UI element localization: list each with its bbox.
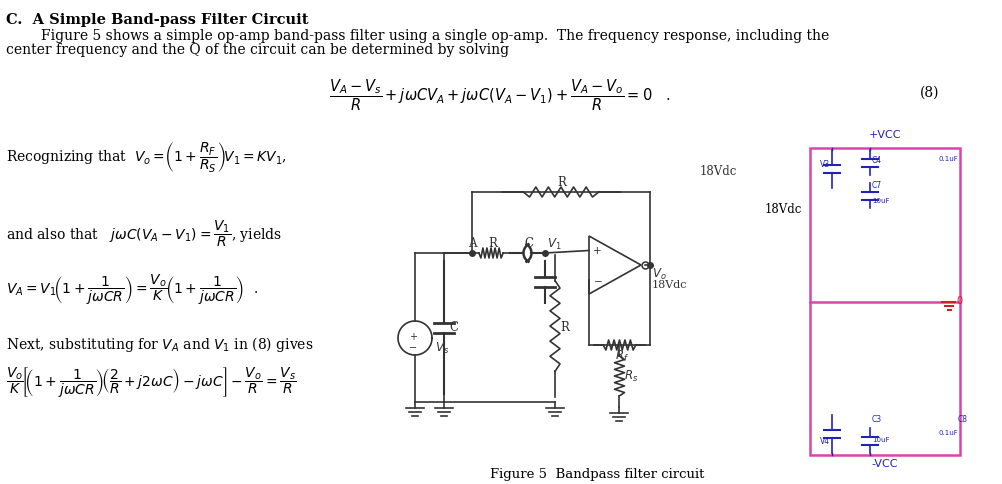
Text: +: + (592, 245, 601, 256)
Text: C8: C8 (957, 415, 967, 424)
Bar (810, 148, 959, 455)
Text: $-$: $-$ (408, 341, 417, 351)
Text: $V_o$: $V_o$ (651, 267, 666, 282)
Text: R: R (556, 176, 565, 189)
Text: 18Vdc: 18Vdc (651, 280, 686, 290)
Text: $V_s$: $V_s$ (435, 341, 449, 356)
Text: Next, substituting for $V_A$ and $V_1$ in (8) gives: Next, substituting for $V_A$ and $V_1$ i… (6, 335, 314, 354)
Text: 0.1uF: 0.1uF (937, 430, 957, 436)
Text: -VCC: -VCC (871, 459, 898, 469)
Text: 0: 0 (955, 297, 961, 306)
Text: R: R (488, 237, 496, 250)
Text: Recognizing that  $V_o = \!\left(1 + \dfrac{R_F}{R_S}\right)\!V_1 = KV_1$,: Recognizing that $V_o = \!\left(1 + \dfr… (6, 140, 287, 174)
Text: 0.1uF: 0.1uF (937, 156, 957, 162)
Text: V4: V4 (819, 437, 830, 446)
Text: C: C (449, 321, 458, 334)
Text: C7: C7 (871, 181, 881, 190)
Text: R: R (559, 321, 568, 334)
Text: C: C (524, 237, 533, 250)
Text: C3: C3 (871, 415, 881, 424)
Text: $R_f$: $R_f$ (615, 349, 629, 364)
Text: $\dfrac{V_o}{K}\!\left[\!\left(1 + \dfrac{1}{j\omega CR}\right)\!\left(\dfrac{2}: $\dfrac{V_o}{K}\!\left[\!\left(1 + \dfra… (6, 365, 297, 400)
Text: $R_s$: $R_s$ (624, 368, 638, 383)
Text: +: + (409, 332, 417, 342)
Text: 18Vdc: 18Vdc (699, 165, 736, 178)
Text: Figure 5 shows a simple op-amp band-pass filter using a single op-amp.  The freq: Figure 5 shows a simple op-amp band-pass… (6, 29, 829, 43)
Text: 10uF: 10uF (871, 198, 889, 204)
Text: +VCC: +VCC (868, 130, 901, 140)
Text: 10uF: 10uF (871, 437, 889, 443)
Text: center frequency and the Q of the circuit can be determined by solving: center frequency and the Q of the circui… (6, 43, 509, 57)
Text: A: A (468, 237, 476, 250)
Text: 18Vdc: 18Vdc (764, 203, 802, 216)
Text: $V_A = V_1\!\left(1 + \dfrac{1}{j\omega CR}\right) = \dfrac{V_o}{K}\!\left(1 + \: $V_A = V_1\!\left(1 + \dfrac{1}{j\omega … (6, 272, 258, 307)
Text: V3: V3 (819, 160, 830, 169)
Text: C4: C4 (871, 156, 881, 165)
Text: Figure 5  Bandpass filter circuit: Figure 5 Bandpass filter circuit (490, 468, 703, 481)
Text: (8): (8) (919, 86, 939, 100)
Text: $-$: $-$ (592, 274, 602, 285)
Text: C.  A Simple Band-pass Filter Circuit: C. A Simple Band-pass Filter Circuit (6, 13, 309, 27)
Text: $V_1$: $V_1$ (546, 237, 561, 252)
Text: $\dfrac{V_A - V_s}{R} + j\omega CV_A + j\omega C(V_A - V_1) +\dfrac{V_A - V_o}{R: $\dfrac{V_A - V_s}{R} + j\omega CV_A + j… (329, 78, 670, 113)
Text: and also that   $j\omega C(V_A - V_1) = \dfrac{V_1}{R}$, yields: and also that $j\omega C(V_A - V_1) = \d… (6, 218, 282, 249)
